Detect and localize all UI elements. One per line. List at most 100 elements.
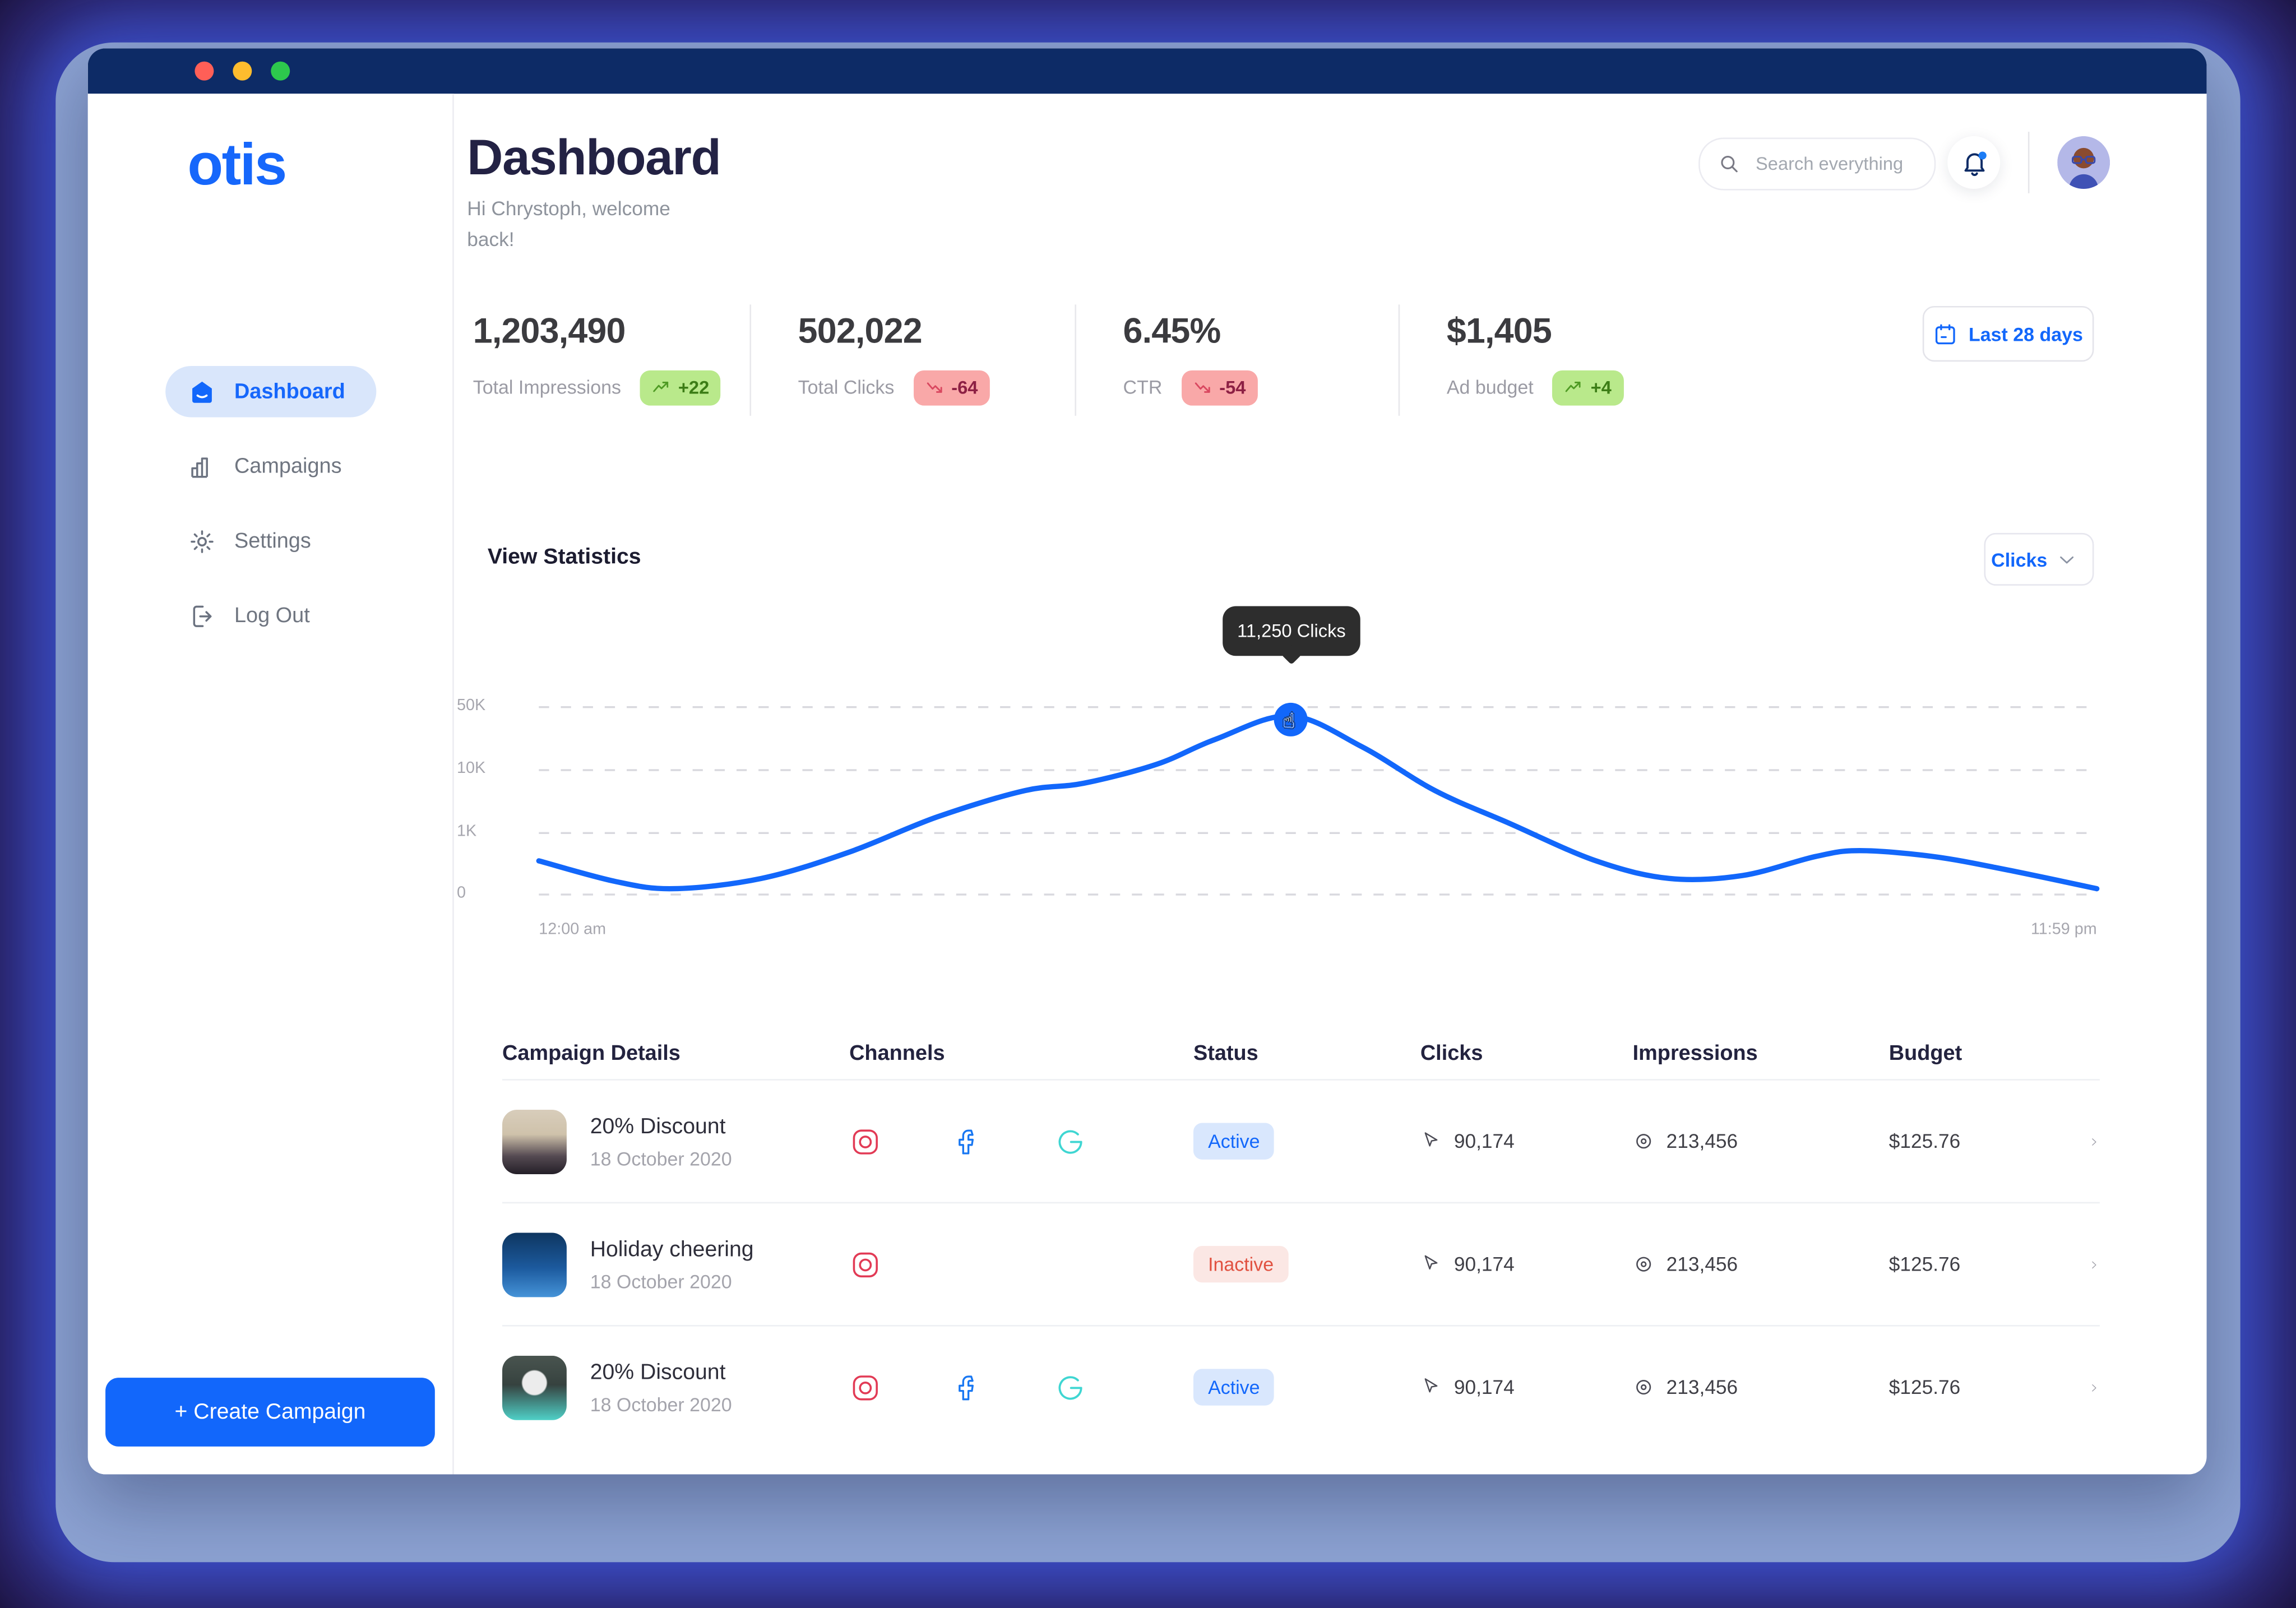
metric-dropdown-value: Clicks	[1991, 548, 2048, 571]
google-icon[interactable]	[1054, 1125, 1086, 1157]
clicks-cell: 90,174	[1420, 1130, 1633, 1152]
campaign-date: 18 October 2020	[590, 1270, 732, 1292]
stat-delta-badge: +22	[640, 369, 721, 405]
stat-delta-badge: +4	[1552, 369, 1623, 405]
search-input[interactable]	[1752, 152, 1920, 176]
channel-icons	[849, 1371, 1193, 1403]
facebook-icon[interactable]	[952, 1371, 984, 1403]
stat-value: 502,022	[798, 312, 923, 351]
statistics-line-chart[interactable]	[536, 666, 2100, 901]
clicks-cell: 90,174	[1420, 1253, 1633, 1275]
greeting-line1: Hi Chrystoph, welcome	[467, 197, 670, 220]
search-bar	[1698, 137, 1936, 191]
status-badge: Active	[1193, 1123, 1275, 1160]
status-badge: Inactive	[1193, 1245, 1289, 1283]
clicks-cell: 90,174	[1420, 1376, 1633, 1398]
home-icon	[184, 374, 220, 409]
google-icon[interactable]	[1054, 1371, 1086, 1403]
column-header-campaign-details: Campaign Details	[502, 1041, 681, 1065]
stat-ad-budget: $1,405 Ad budget +4	[1447, 312, 1623, 405]
instagram-icon[interactable]	[849, 1371, 881, 1403]
chart-data-point-marker[interactable]	[1274, 702, 1308, 736]
create-campaign-button[interactable]: + Create Campaign	[105, 1378, 435, 1447]
sidebar-item-dashboard[interactable]: Dashboard	[165, 366, 377, 418]
search-icon	[1718, 152, 1741, 176]
status-badge: Active	[1193, 1369, 1275, 1406]
stat-label: Ad budget	[1446, 376, 1534, 398]
date-range-button[interactable]: Last 28 days	[1922, 305, 2094, 362]
row-chevron-right-icon[interactable]	[2088, 1253, 2100, 1276]
chevron-down-icon	[2056, 548, 2078, 570]
column-header-channels: Channels	[849, 1041, 945, 1065]
greeting-text: Hi Chrystoph, welcome back!	[467, 193, 789, 258]
sidebar-item-campaigns[interactable]: Campaigns	[165, 441, 376, 492]
sidebar-item-label: Log Out	[234, 604, 310, 628]
sidebar	[87, 94, 454, 1475]
x-axis-start-label: 12:00 am	[539, 921, 607, 939]
sidebar-item-log-out[interactable]: Log Out	[165, 590, 376, 641]
metric-dropdown[interactable]: Clicks	[1984, 532, 2094, 586]
campaign-title: Holiday cheering	[590, 1236, 754, 1262]
logout-icon	[184, 598, 220, 633]
notification-bell-button[interactable]	[1947, 136, 2001, 189]
gear-icon	[184, 523, 220, 559]
campaign-title: 20% Discount	[590, 1359, 726, 1384]
trend-up-icon	[652, 378, 678, 397]
stat-total-impressions: 1,203,490 Total Impressions +22	[473, 312, 721, 405]
stat-delta-badge: -54	[1181, 369, 1258, 405]
cursor-icon	[1420, 1130, 1454, 1152]
campaign-thumbnail	[502, 1232, 567, 1297]
header-divider	[2027, 132, 2030, 193]
instagram-icon[interactable]	[849, 1125, 881, 1157]
user-avatar[interactable]	[2057, 136, 2110, 189]
table-row[interactable]: 20% Discount 18 October 2020 Active 90,1…	[502, 1081, 2100, 1202]
campaign-title: 20% Discount	[590, 1113, 726, 1138]
chart-tooltip: 11,250 Clicks	[1223, 606, 1360, 656]
row-chevron-right-icon[interactable]	[2088, 1375, 2100, 1399]
channel-icons	[849, 1125, 1193, 1157]
bar-chart-icon	[184, 449, 220, 484]
budget-cell: $125.76	[1888, 1376, 1961, 1398]
impressions-cell: 213,456	[1633, 1376, 1889, 1398]
otis-logo: otis	[187, 133, 287, 198]
stat-total-clicks: 502,022 Total Clicks -64	[798, 312, 990, 405]
sidebar-item-settings[interactable]: Settings	[165, 515, 376, 566]
table-header-row: Campaign Details Channels Status Clicks Impr…	[502, 1028, 2100, 1081]
maximize-button[interactable]	[271, 61, 290, 81]
facebook-icon[interactable]	[952, 1125, 984, 1157]
stat-label: Total Impressions	[473, 376, 621, 398]
stat-value: 1,203,490	[473, 312, 626, 351]
y-axis-tick: 50K	[457, 697, 486, 715]
close-button[interactable]	[195, 61, 214, 81]
page-title: Dashboard	[467, 130, 721, 186]
cursor-icon	[1420, 1253, 1454, 1275]
table-row[interactable]: 20% Discount 18 October 2020 Active 90,1…	[502, 1325, 2100, 1448]
budget-cell: $125.76	[1888, 1253, 1961, 1276]
trend-down-icon	[925, 378, 951, 397]
impressions-cell: 213,456	[1633, 1130, 1889, 1152]
sidebar-item-label: Campaigns	[234, 455, 342, 478]
budget-cell: $125.76	[1888, 1130, 1961, 1152]
campaign-thumbnail	[502, 1109, 567, 1174]
sidebar-item-label: Settings	[234, 529, 311, 553]
calendar-icon	[1933, 321, 1958, 346]
instagram-icon[interactable]	[849, 1248, 881, 1280]
impressions-cell: 213,456	[1633, 1253, 1889, 1275]
row-chevron-right-icon[interactable]	[2088, 1129, 2100, 1153]
minimize-button[interactable]	[233, 61, 252, 81]
campaign-thumbnail	[502, 1355, 567, 1420]
y-axis-tick: 10K	[457, 759, 486, 778]
eye-icon	[1633, 1130, 1667, 1152]
sidebar-nav: Dashboard Campaigns Settings Log Out	[88, 366, 452, 665]
stat-divider	[1075, 304, 1076, 416]
column-header-budget: Budget	[1888, 1041, 1962, 1065]
table-row[interactable]: Holiday cheering 18 October 2020 Inactiv…	[502, 1202, 2100, 1325]
trend-down-icon	[1193, 378, 1219, 397]
date-range-label: Last 28 days	[1969, 322, 2083, 345]
channel-icons	[849, 1248, 1193, 1280]
sidebar-item-label: Dashboard	[234, 379, 345, 404]
app-window: otis Dashboard Campaigns Settings Log Ou…	[87, 48, 2207, 1475]
cursor-icon	[1420, 1376, 1454, 1398]
stat-divider	[749, 304, 752, 416]
